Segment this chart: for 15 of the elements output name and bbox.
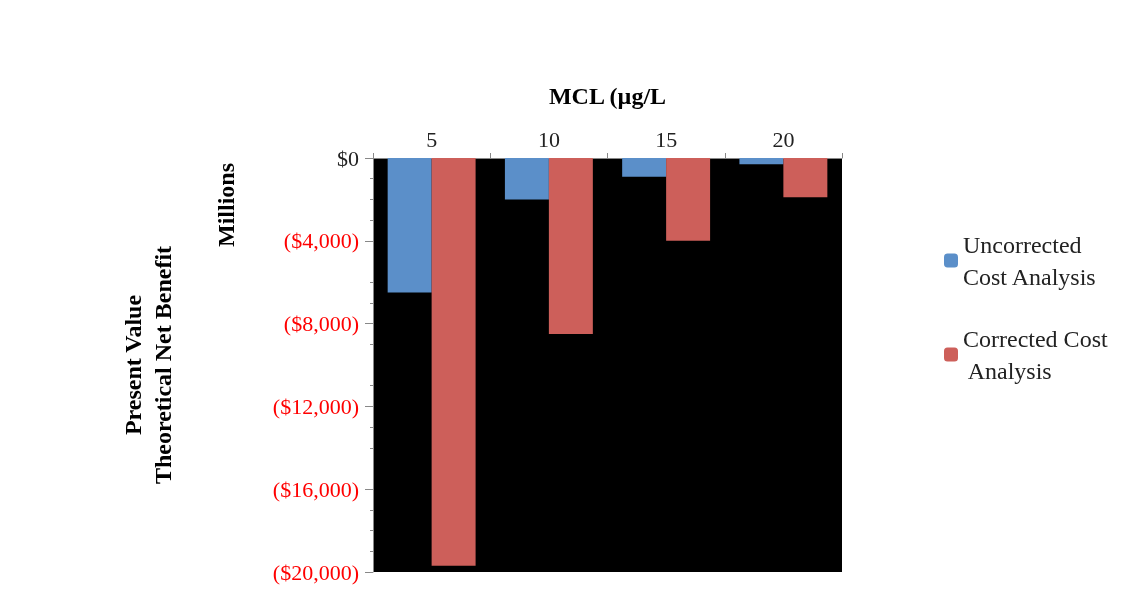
text: Millions bbox=[213, 163, 239, 248]
y-tick-label: ($4,000) bbox=[283, 228, 359, 254]
y-tick-label: $0 bbox=[337, 145, 359, 171]
legend-label: Corrected Cost Analysis bbox=[963, 325, 1108, 384]
y-tick-label: ($16,000) bbox=[272, 476, 359, 502]
x-tick-label: 10 bbox=[537, 126, 560, 152]
x-axis-title: MCL (µg/L bbox=[548, 83, 667, 109]
x-tick-label: 15 bbox=[655, 126, 678, 152]
x-tick-label: 5 bbox=[426, 126, 438, 152]
y-tick-label: ($12,000) bbox=[272, 393, 359, 419]
legend-label: Uncorrected Cost Analysis bbox=[963, 231, 1096, 290]
x-tick-label: 20 bbox=[772, 126, 795, 152]
y-tick-label: ($8,000) bbox=[283, 311, 359, 337]
y-tick-label: ($20,000) bbox=[272, 559, 359, 585]
y-axis-title: Present Value Theoretical Net Benefit bbox=[120, 245, 176, 485]
